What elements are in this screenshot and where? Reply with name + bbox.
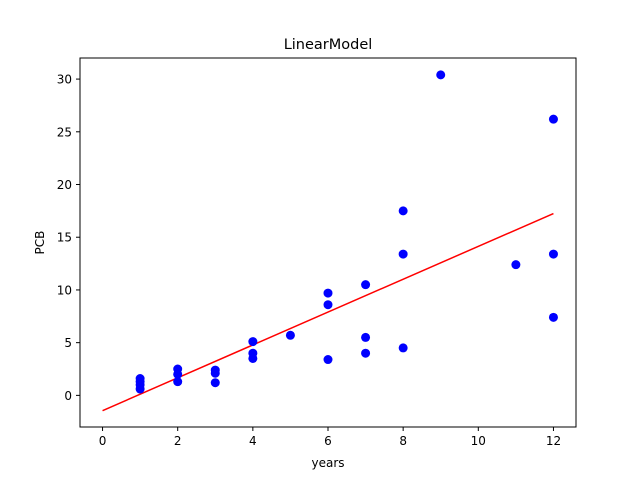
x-tick-label: 10 — [471, 434, 486, 448]
data-point — [323, 355, 333, 365]
data-point — [548, 114, 558, 124]
data-point — [135, 374, 145, 383]
x-tick-label: 0 — [99, 434, 107, 448]
data-point — [248, 337, 258, 347]
y-axis-label: PCB — [33, 231, 47, 255]
x-tick-label: 2 — [174, 434, 182, 448]
x-axis-label: years — [311, 456, 344, 470]
chart-title: LinearModel — [284, 37, 373, 53]
y-tick-label: 5 — [64, 336, 72, 350]
x-tick-label: 6 — [324, 434, 332, 448]
x-tick-label: 4 — [249, 434, 257, 448]
data-point — [173, 364, 183, 374]
data-point — [361, 332, 371, 342]
data-point — [361, 348, 371, 358]
data-point — [548, 312, 558, 322]
x-tick-label: 8 — [399, 434, 407, 448]
y-tick-label: 30 — [57, 73, 72, 87]
y-axis-ticks: 0 5 10 15 20 25 30 — [57, 73, 80, 403]
data-point — [210, 378, 220, 388]
data-point — [361, 280, 371, 290]
data-point — [398, 343, 408, 353]
fit-line-layer — [102, 212, 554, 412]
data-point — [398, 206, 408, 216]
y-tick-label: 0 — [64, 389, 72, 403]
y-tick-label: 15 — [57, 231, 72, 245]
data-point — [511, 260, 521, 270]
y-tick-label: 25 — [57, 125, 72, 139]
data-point — [398, 249, 408, 259]
data-point — [436, 70, 446, 80]
data-point — [548, 249, 558, 259]
data-point — [248, 348, 258, 358]
plot-area — [102, 70, 558, 412]
data-point — [285, 330, 295, 340]
data-point — [323, 300, 333, 310]
x-tick-label: 12 — [546, 434, 561, 448]
data-point — [210, 365, 220, 375]
data-point — [173, 377, 183, 387]
fit-line — [102, 212, 554, 412]
data-point — [323, 288, 333, 298]
x-axis-ticks: 0 2 4 6 8 10 12 — [99, 427, 561, 448]
scatter-points-layer — [135, 70, 558, 394]
y-tick-label: 10 — [57, 283, 72, 297]
y-tick-label: 20 — [57, 178, 72, 192]
axes-frame — [79, 57, 577, 428]
